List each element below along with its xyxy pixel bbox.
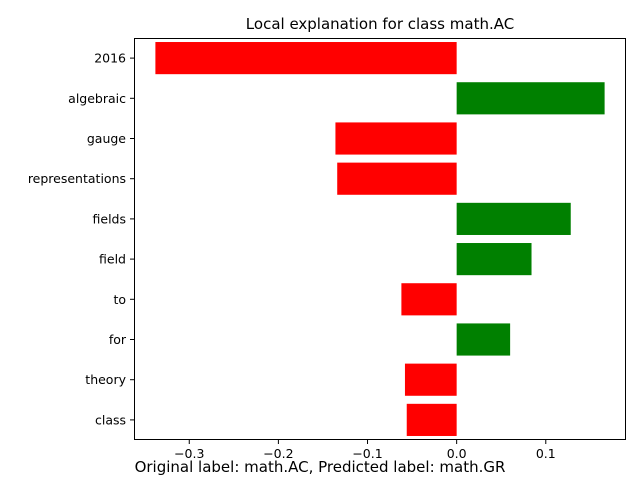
bar-gauge — [335, 122, 457, 155]
y-tick-label: for — [109, 332, 127, 347]
y-axis-ticks: 2016 algebraic gauge representations fields f… — [28, 51, 134, 427]
bar-theory — [404, 363, 457, 396]
y-tick-label: representations — [28, 171, 126, 186]
bar-for — [456, 323, 511, 356]
chart-title: Local explanation for class math.AC — [246, 15, 514, 33]
x-tick-label: −0.3 — [174, 446, 204, 461]
y-tick-label: to — [113, 292, 126, 307]
y-tick-label: field — [99, 252, 126, 267]
y-tick-label: theory — [85, 372, 126, 387]
prediction-caption: Original label: math.AC, Predicted label… — [134, 458, 506, 476]
bar-2016 — [155, 42, 457, 75]
bar-to — [401, 283, 457, 316]
bar-field — [456, 243, 532, 276]
bar-fields — [456, 202, 571, 235]
x-tick-label: 0.1 — [536, 446, 556, 461]
x-axis-ticks: −0.3 −0.2 −0.1 0.0 0.1 — [174, 440, 556, 461]
x-tick-label: 0.0 — [447, 446, 467, 461]
bar-algebraic — [456, 82, 605, 115]
bars-group — [155, 42, 605, 436]
x-tick-label: −0.2 — [263, 446, 293, 461]
bar-class — [406, 403, 457, 436]
y-tick-label: 2016 — [94, 51, 126, 66]
y-tick-label: algebraic — [68, 91, 126, 106]
x-tick-label: −0.1 — [352, 446, 382, 461]
bar-representations — [337, 162, 457, 195]
y-tick-label: fields — [93, 211, 126, 226]
y-tick-label: class — [95, 412, 126, 427]
plot-frame — [134, 38, 626, 440]
y-tick-label: gauge — [87, 131, 126, 146]
